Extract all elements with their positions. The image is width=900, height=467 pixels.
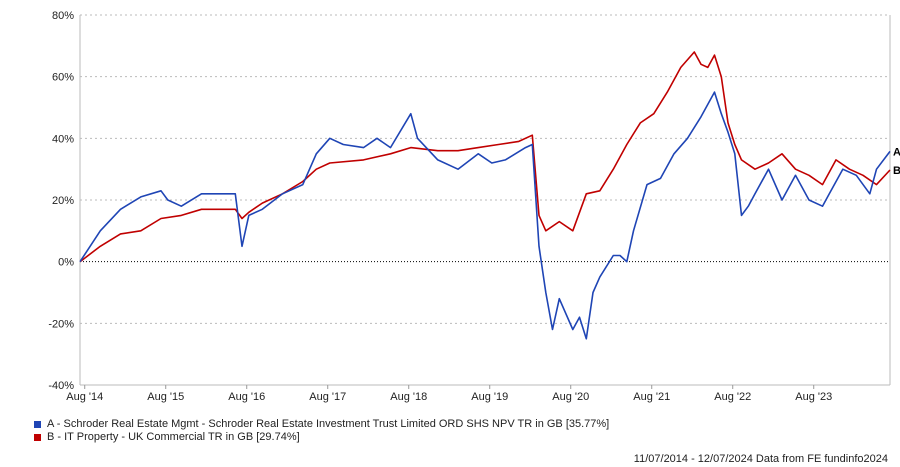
y-tick-label: 80% [52,10,74,22]
date-range-source: 11/07/2014 - 12/07/2024 Data from FE fun… [633,453,888,465]
x-tick-label: Aug '17 [309,391,346,403]
x-tick-label: Aug '23 [795,391,832,403]
legend-item-a: A - Schroder Real Estate Mgmt - Schroder… [34,418,609,430]
series-line-a [79,91,891,340]
x-tick-label: Aug '15 [147,391,184,403]
series-line-b [79,51,891,263]
x-tick-label: Aug '16 [228,391,265,403]
series-end-label-b: B [893,165,900,177]
x-tick-label: Aug '20 [552,391,589,403]
legend-label-b: B - IT Property - UK Commercial TR in GB… [47,431,300,443]
legend-item-b: B - IT Property - UK Commercial TR in GB… [34,431,300,443]
series-end-label-a: A [893,146,900,158]
x-tick-label: Aug '22 [714,391,751,403]
x-tick-label: Aug '18 [390,391,427,403]
x-tick-label: Aug '19 [471,391,508,403]
legend-swatch-a [34,420,41,428]
x-tick-label: Aug '14 [66,391,103,403]
legend-swatch-b [34,433,41,441]
y-tick-label: 0% [58,257,74,269]
legend-label-a: A - Schroder Real Estate Mgmt - Schroder… [47,418,610,430]
y-tick-label: 40% [52,133,74,145]
y-tick-label: -40% [48,380,74,392]
y-tick-label: -20% [48,318,74,330]
y-tick-label: 60% [52,72,74,84]
x-tick-label: Aug '21 [633,391,670,403]
y-tick-label: 20% [52,195,74,207]
performance-chart: -40% -20% 0% 20% 40% 60% 80% Aug '14 Aug '15 Aug … [48,10,900,403]
